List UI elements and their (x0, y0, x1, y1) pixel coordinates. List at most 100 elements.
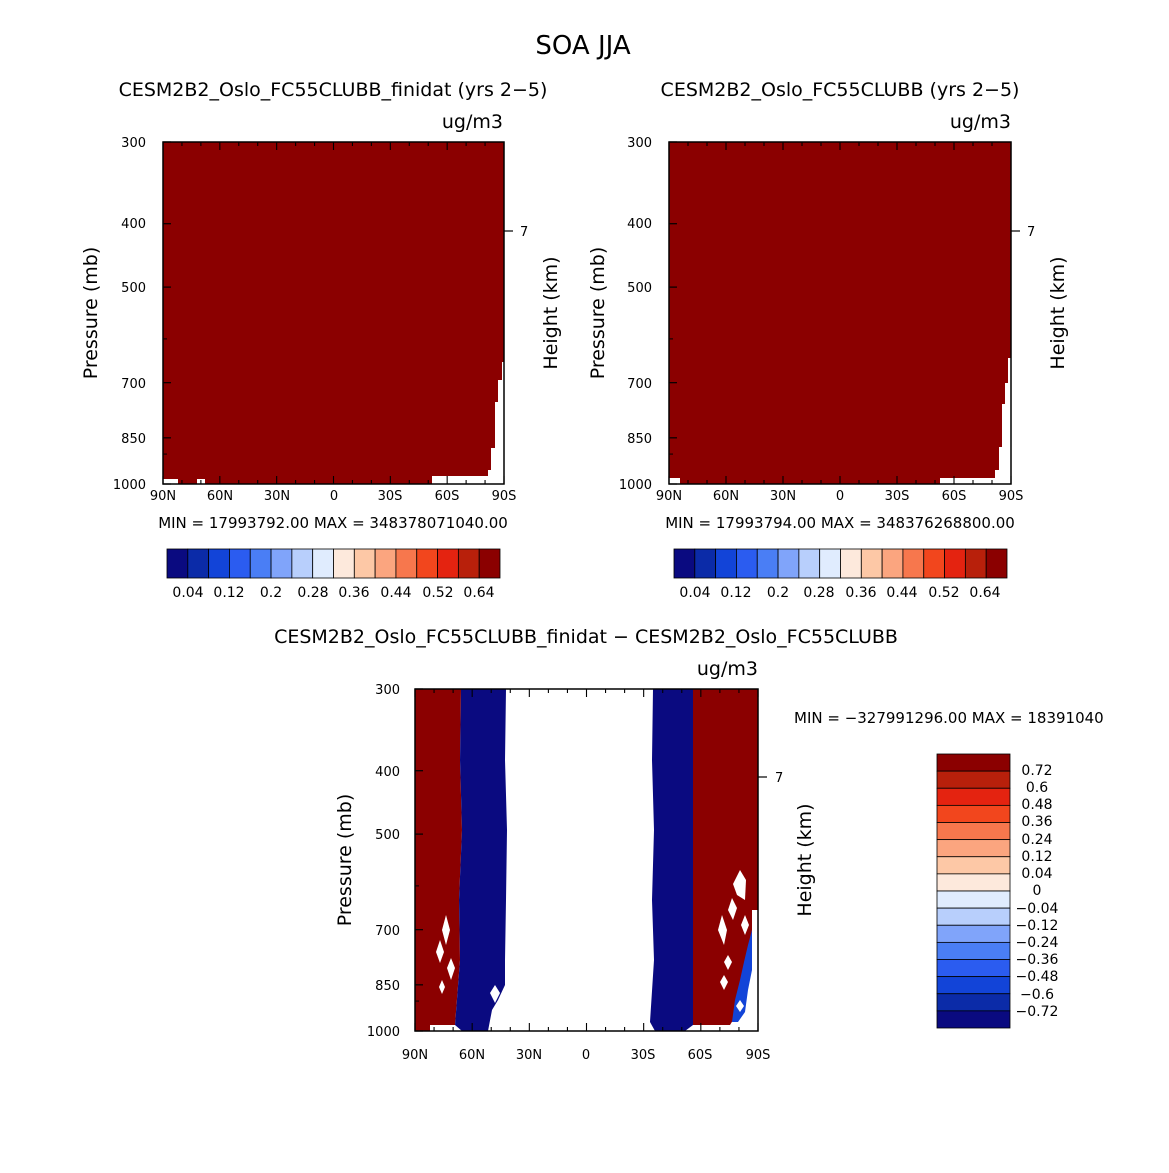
x-tick-label: 60S (688, 1048, 713, 1063)
right-axis-label: Height (km) (794, 803, 816, 916)
colorbar-swatch (819, 548, 841, 579)
y-tick-label: 300 (121, 136, 146, 151)
colorbar-labels: 0.04 0.12 0.2 0.28 0.36 0.44 0.52 0.64 (679, 585, 1000, 601)
colorbar-label: 0 (1033, 883, 1042, 899)
y-tick-label: 400 (627, 217, 652, 232)
units-label: ug/m3 (442, 111, 503, 133)
colorbar-swatch (936, 753, 1011, 772)
x-tick-label: 60N (713, 489, 739, 504)
y-axis: 300 400 500 700 850 1000 Pressure (mb) (80, 136, 146, 493)
right-tick-label: 7 (520, 225, 528, 240)
field-fill (669, 142, 1011, 484)
y-tick-label: 700 (375, 924, 400, 939)
colorbar-label: 0.44 (380, 585, 411, 601)
colorbar-labels: 0.04 0.12 0.2 0.28 0.36 0.44 0.52 0.64 (172, 585, 494, 601)
colorbar-swatch (936, 873, 1011, 892)
colorbar-swatch (756, 548, 779, 579)
colorbar-label: 0.36 (338, 585, 369, 601)
colorbar-label: 0.2 (767, 585, 789, 601)
x-tick-label: 30S (885, 489, 910, 504)
right-axis: 7 Height (km) (758, 771, 816, 917)
y-tick-label: 400 (375, 765, 400, 780)
colorbar-label: 0.36 (1021, 814, 1052, 830)
field-hole (447, 958, 455, 980)
figure-title: SOA JJA (535, 31, 630, 61)
colorbar-label: −0.12 (1016, 918, 1059, 934)
tick-marks (668, 141, 1012, 485)
field-band-min-south (650, 689, 693, 1031)
field-hole (724, 955, 732, 970)
colorbar-label: 0.48 (1021, 797, 1052, 813)
x-tick-label: 0 (836, 489, 844, 504)
colorbar-swatch (694, 548, 717, 579)
plot-area (414, 688, 759, 1032)
colorbar-swatch (936, 924, 1011, 943)
colorbar-swatch (936, 907, 1011, 926)
colorbar-label: 0.12 (1021, 849, 1052, 865)
colorbar-swatch (229, 548, 251, 579)
x-axis: 90N 60N 30N 0 30S 60S 90S (402, 1048, 771, 1063)
right-tick-label: 7 (775, 771, 783, 786)
colorbar-swatch (936, 822, 1011, 841)
min-max-text: MIN = −327991296.00 MAX = 18391040 (794, 709, 1104, 727)
x-tick-label: 90N (150, 489, 176, 504)
colorbar-label: −0.04 (1016, 901, 1059, 917)
colorbar-labels: 0.72 0.6 0.48 0.36 0.24 0.12 0.04 0 −0.0… (1016, 763, 1059, 1020)
field-hole (736, 1000, 744, 1012)
units-label: ug/m3 (950, 111, 1011, 133)
y-tick-label: 500 (121, 281, 146, 296)
colorbar-label: −0.72 (1016, 1004, 1059, 1020)
colorbar-swatch (902, 548, 925, 579)
colorbar-swatch (478, 548, 501, 579)
colorbar-swatch (374, 548, 397, 579)
y-tick-label: 1000 (619, 478, 652, 493)
field-hole (733, 870, 746, 900)
colorbar-swatch (936, 890, 1011, 909)
y-tick-label: 1000 (367, 1025, 400, 1040)
x-tick-label: 0 (330, 489, 338, 504)
panel-bottom-diff: CESM2B2_Oslo_FC55CLUBB_finidat − CESM2B2… (274, 626, 1104, 1063)
colorbar-swatch (457, 548, 480, 579)
colorbar-swatch (249, 548, 272, 579)
colorbar-label: 0.6 (1026, 780, 1048, 796)
colorbar-swatch (936, 839, 1011, 858)
colorbar-swatch (936, 804, 1011, 823)
colorbar-swatch (416, 548, 438, 579)
colorbar-swatch (353, 548, 376, 579)
y-tick-label: 850 (121, 432, 146, 447)
y-axis-label: Pressure (mb) (334, 794, 356, 927)
x-axis: 90N 60N 30N 0 30S 60S 90S (656, 489, 1024, 504)
y-tick-label: 1000 (113, 478, 146, 493)
field-hole (490, 985, 500, 1003)
colorbar-swatch (936, 770, 1011, 789)
colorbar-swatch (936, 1010, 1011, 1029)
colorbar-label: −0.36 (1016, 952, 1059, 968)
colorbar-swatches (936, 753, 1011, 1029)
x-axis: 90N 60N 30N 0 30S 60S 90S (150, 489, 517, 504)
field-fill (163, 142, 504, 484)
y-tick-label: 850 (375, 979, 400, 994)
panel-top-left: CESM2B2_Oslo_FC55CLUBB_finidat (yrs 2−5)… (80, 79, 562, 601)
field-hole (442, 915, 450, 945)
colorbar-label: 0.04 (1021, 866, 1052, 882)
plot-area (162, 141, 505, 485)
panel-title: CESM2B2_Oslo_FC55CLUBB_finidat (yrs 2−5) (119, 79, 548, 101)
colorbar-label: −0.6 (1020, 987, 1054, 1003)
x-tick-label: 30S (631, 1048, 656, 1063)
colorbar-swatch (923, 548, 945, 579)
colorbar-label: 0.36 (845, 585, 876, 601)
x-tick-label: 0 (582, 1048, 590, 1063)
colorbar-label: −0.48 (1016, 969, 1059, 985)
colorbar-label: 0.52 (422, 585, 453, 601)
colorbar-swatch (715, 548, 737, 579)
colorbar: 0.04 0.12 0.2 0.28 0.36 0.44 0.52 0.64 (166, 548, 501, 601)
y-tick-label: 700 (121, 377, 146, 392)
colorbar-swatch (964, 548, 987, 579)
colorbar-label: 0.12 (720, 585, 751, 601)
colorbar-swatch (860, 548, 883, 579)
tick-marks (162, 141, 505, 485)
colorbar-label: 0.72 (1021, 763, 1052, 779)
colorbar-swatch (840, 548, 862, 579)
colorbar-swatch (944, 548, 966, 579)
colorbar: 0.72 0.6 0.48 0.36 0.24 0.12 0.04 0 −0.0… (936, 753, 1059, 1029)
